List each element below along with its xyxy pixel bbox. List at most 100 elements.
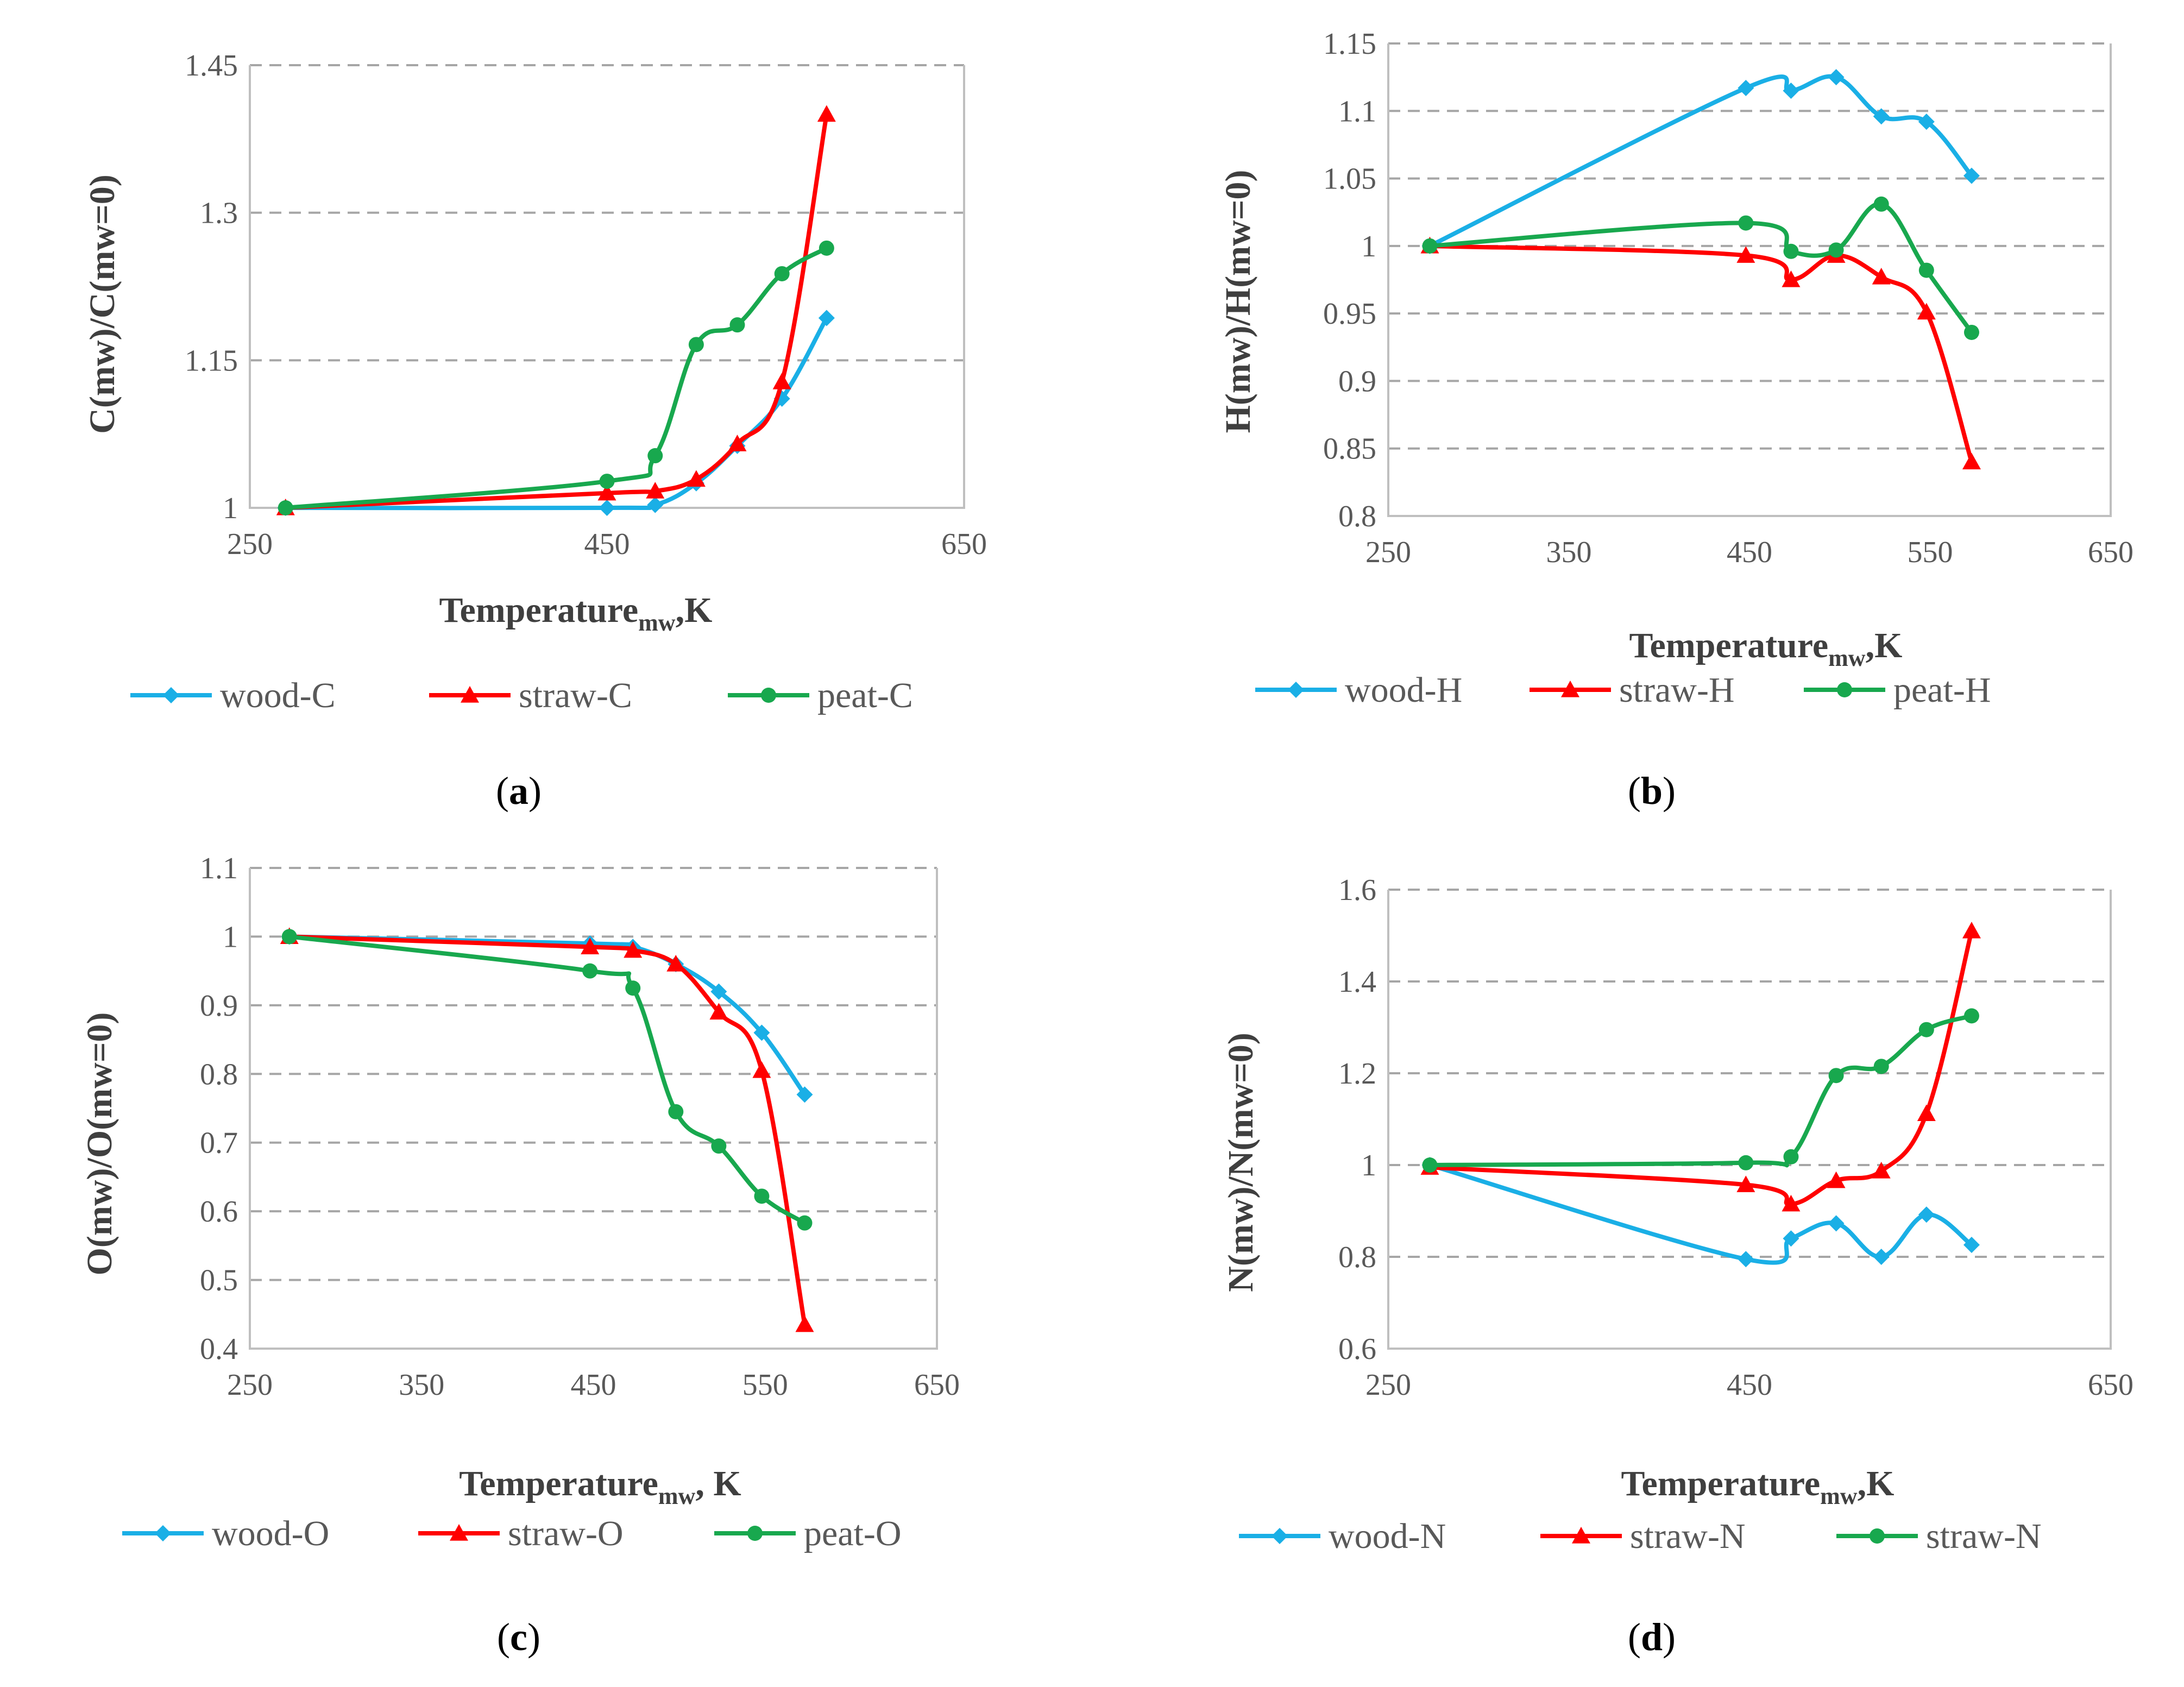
chart-d-legend-marker: [1572, 1527, 1590, 1544]
chart-c-legend-marker: [155, 1525, 171, 1541]
chart-b-point-straw-h: [1962, 452, 1981, 470]
chart-c-point-peat-o: [281, 929, 297, 945]
chart-c-point-wood-o: [753, 1024, 770, 1041]
chart-c-legend-marker: [450, 1524, 468, 1541]
chart-b-ylabel: H(mw)/H(mw=0): [1218, 170, 1258, 433]
chart-b-series-line-peat-h: [1430, 202, 1974, 334]
chart-a-legend-label: wood-C: [220, 676, 336, 715]
chart-a-ytick-label: 1: [223, 492, 238, 525]
chart-c-point-peat-o: [797, 1215, 813, 1231]
chart-panel-d: 0.6 0.8 1 1.2 1.4 1.6 250 450 650 N(mw)/N(mw=0) …: [1092, 844, 2184, 1687]
chart-d-point-straw-n: [1782, 1194, 1801, 1212]
chart-a-point-straw-c: [728, 435, 747, 451]
chart-a-series-line-straw-c: [285, 114, 829, 510]
chart-d-point-straw-n: [1827, 1171, 1846, 1188]
chart-d-legend: wood-N straw-N straw-N: [1239, 1516, 2042, 1556]
chart-b-ytick-label: 1: [1361, 230, 1376, 263]
chart-b-point-wood-h: [1828, 69, 1845, 86]
chart-a-panel-label: (a): [496, 769, 542, 813]
chart-a-axis-frame: [249, 65, 965, 509]
chart-a-point-straw-c: [646, 482, 665, 499]
chart-a-ytick-label: 1.45: [185, 49, 238, 83]
chart-d-point-straw-n: [1917, 1104, 1936, 1121]
chart-c-ytick-label: 0.8: [200, 1057, 238, 1091]
chart-d-xtick-label: 650: [2088, 1368, 2133, 1402]
chart-b-point-peat-h: [1783, 243, 1799, 259]
chart-c-xtick-label: 550: [742, 1368, 788, 1402]
chart-d-point-wood-n: [1963, 1237, 1980, 1254]
chart-d-ytick-label: 0.6: [1338, 1332, 1376, 1366]
chart-c-ytick-label: 0.7: [200, 1126, 238, 1160]
chart-d-point-wood-n: [1873, 1249, 1890, 1265]
chart-c-plot: 0.4 0.5 0.6 0.7 0.8 0.9 1 1.1 250 350 450 550 650: [200, 852, 960, 1402]
chart-b-point-wood-h: [1963, 167, 1980, 184]
chart-b-ytick-label: 0.8: [1338, 500, 1376, 533]
chart-a-ytick-label: 1.3: [200, 197, 238, 230]
chart-c-point-straw-o: [624, 941, 643, 958]
chart-c-ytick-label: 0.6: [200, 1195, 238, 1229]
chart-c-point-peat-o: [668, 1104, 684, 1119]
chart-d-point-wood-n: [1828, 1215, 1845, 1232]
chart-b-xlabel: Temperaturemw,K: [1629, 626, 1903, 671]
chart-panel-a: 1 1.15 1.3 1.45 250 450 650 C(mw)/C(mw=0) Temp…: [0, 0, 1092, 844]
chart-b-point-peat-h: [1963, 324, 1979, 340]
chart-d-point-wood-n: [1783, 1230, 1799, 1247]
chart-panel-c: 0.4 0.5 0.6 0.7 0.8 0.9 1 1.1 250 350 450 550 650 O(…: [0, 844, 1092, 1687]
chart-c-point-wood-o: [710, 983, 727, 1000]
chart-a-ytick-label: 1.15: [185, 344, 238, 377]
chart-b-xtick-label: 350: [1546, 536, 1592, 569]
chart-b-legend-label: straw-H: [1619, 670, 1735, 710]
chart-a-point-wood-c: [647, 496, 664, 513]
chart-b-point-wood-h: [1873, 108, 1890, 125]
chart-b-xtick-label: 450: [1727, 536, 1772, 569]
chart-c-ytick-label: 0.4: [200, 1332, 238, 1366]
chart-d-ytick-label: 1.2: [1338, 1057, 1376, 1091]
chart-c-ytick-label: 0.9: [200, 989, 238, 1023]
chart-c-xtick-label: 350: [399, 1368, 444, 1402]
chart-b-point-straw-h: [1782, 270, 1801, 287]
chart-b-point-peat-h: [1422, 238, 1438, 254]
chart-c-xlabel: Temperaturemw, K: [459, 1464, 741, 1509]
chart-c-point-peat-o: [711, 1138, 727, 1154]
chart-c-ytick-label: 1: [223, 920, 238, 954]
chart-c-xtick-label: 450: [571, 1368, 616, 1402]
chart-b-legend-marker: [1837, 682, 1852, 697]
chart-d-series-line-wood-n: [1429, 1163, 1973, 1265]
chart-a-point-wood-c: [818, 310, 835, 326]
chart-d-point-straw-n: [1962, 922, 1981, 939]
chart-d-point-wood-n: [1738, 1251, 1754, 1268]
chart-d-xtick-label: 450: [1727, 1368, 1772, 1402]
chart-b-point-straw-h: [1917, 303, 1936, 320]
chart-c-ylabel: O(mw)/O(mw=0): [80, 1012, 119, 1276]
chart-b-point-peat-h: [1828, 242, 1844, 258]
chart-a-point-straw-c: [772, 373, 791, 389]
chart-c-series-line-peat-o: [289, 934, 806, 1225]
chart-b-ytick-label: 1.15: [1323, 27, 1376, 61]
chart-b-point-peat-h: [1738, 215, 1754, 231]
chart-c-series-line-wood-o: [289, 934, 807, 1096]
chart-a-point-straw-c: [817, 105, 836, 122]
chart-b-axis-frame: [1387, 43, 2112, 517]
chart-a-point-peat-c: [819, 240, 834, 256]
chart-a-point-peat-c: [774, 266, 790, 281]
chart-b-point-wood-h: [1918, 114, 1935, 130]
chart-a-xtick-label: 650: [941, 527, 987, 561]
chart-c-ytick-label: 1.1: [200, 852, 238, 885]
chart-b-legend: wood-H straw-H peat-H: [1255, 670, 1991, 710]
chart-c-legend-label: straw-O: [508, 1514, 624, 1553]
chart-b-ytick-label: 0.95: [1323, 297, 1376, 331]
chart-a-xtick-label: 250: [227, 527, 273, 561]
chart-a-point-peat-c: [688, 337, 704, 352]
chart-d-legend-marker: [1272, 1528, 1288, 1544]
chart-b-series-line-straw-h: [1430, 243, 1974, 463]
chart-c-legend-marker: [747, 1526, 763, 1541]
chart-b-point-straw-h: [1872, 268, 1891, 285]
chart-d-ytick-label: 0.8: [1338, 1241, 1376, 1274]
chart-a-series-line-peat-c: [285, 246, 828, 510]
chart-b-legend-marker: [1561, 681, 1579, 697]
chart-a-point-straw-c: [597, 483, 616, 501]
chart-c-panel-label: (c): [497, 1615, 540, 1659]
chart-a-plot: 1 1.15 1.3 1.45 250 450 650: [185, 49, 987, 561]
chart-a-point-peat-c: [729, 317, 745, 333]
chart-d-point-straw-n: [1828, 1068, 1844, 1084]
